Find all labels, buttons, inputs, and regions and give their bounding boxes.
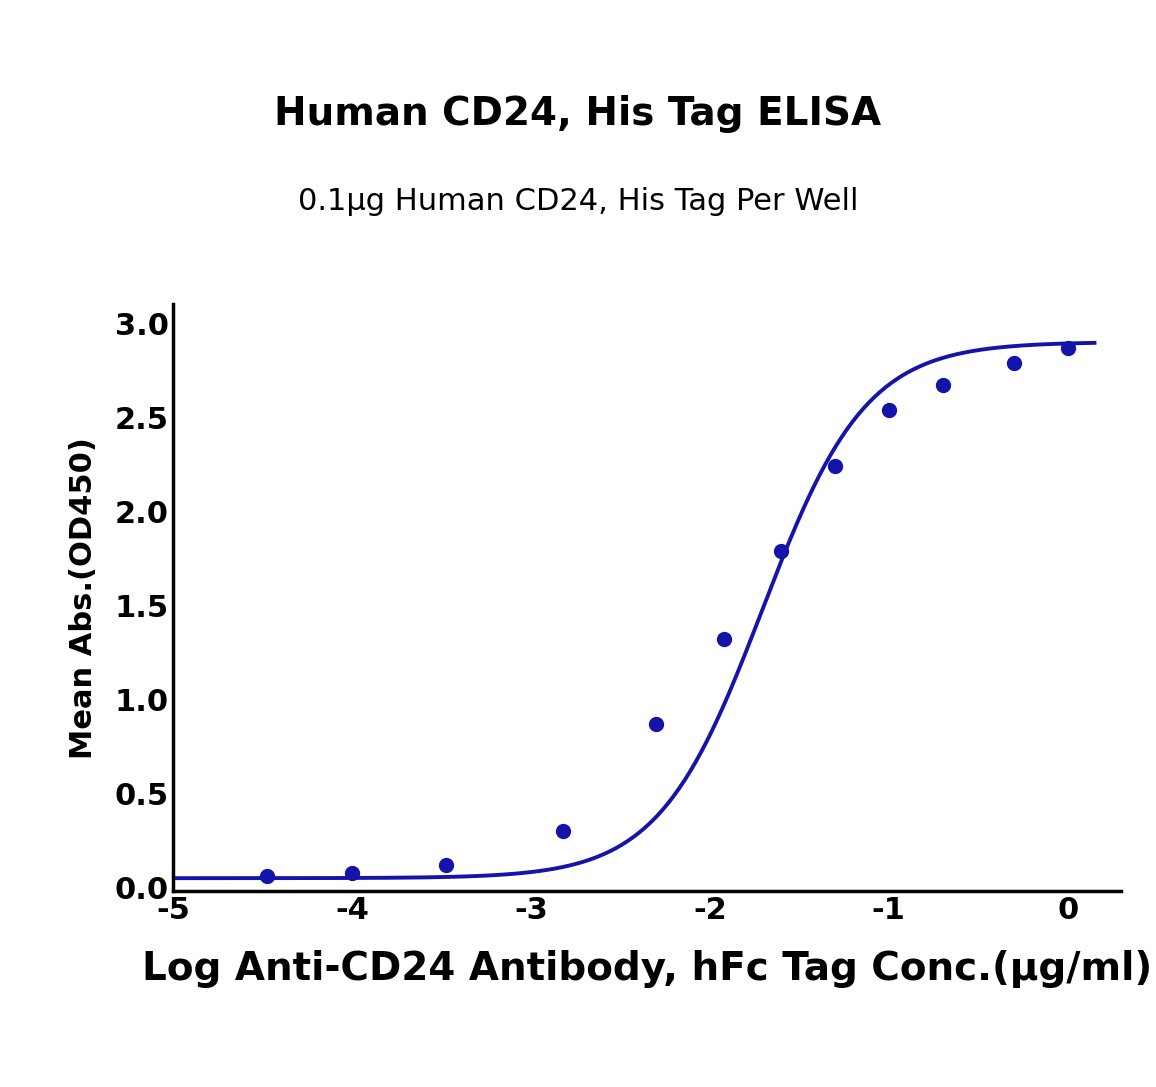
Point <box>825 458 844 475</box>
Point <box>1059 339 1077 357</box>
Point <box>880 401 898 418</box>
X-axis label: Log Anti-CD24 Antibody, hFc Tag Conc.(μg/ml): Log Anti-CD24 Antibody, hFc Tag Conc.(μg… <box>142 950 1153 988</box>
Point <box>772 542 791 560</box>
Point <box>258 867 276 885</box>
Point <box>647 715 666 733</box>
Point <box>554 823 572 840</box>
Point <box>1005 354 1023 372</box>
Text: 0.1μg Human CD24, His Tag Per Well: 0.1μg Human CD24, His Tag Per Well <box>298 187 858 215</box>
Point <box>714 630 733 648</box>
Point <box>933 376 951 393</box>
Y-axis label: Mean Abs.(OD450): Mean Abs.(OD450) <box>68 437 98 759</box>
Point <box>343 864 362 882</box>
Text: Human CD24, His Tag ELISA: Human CD24, His Tag ELISA <box>274 96 882 133</box>
Point <box>437 857 455 874</box>
